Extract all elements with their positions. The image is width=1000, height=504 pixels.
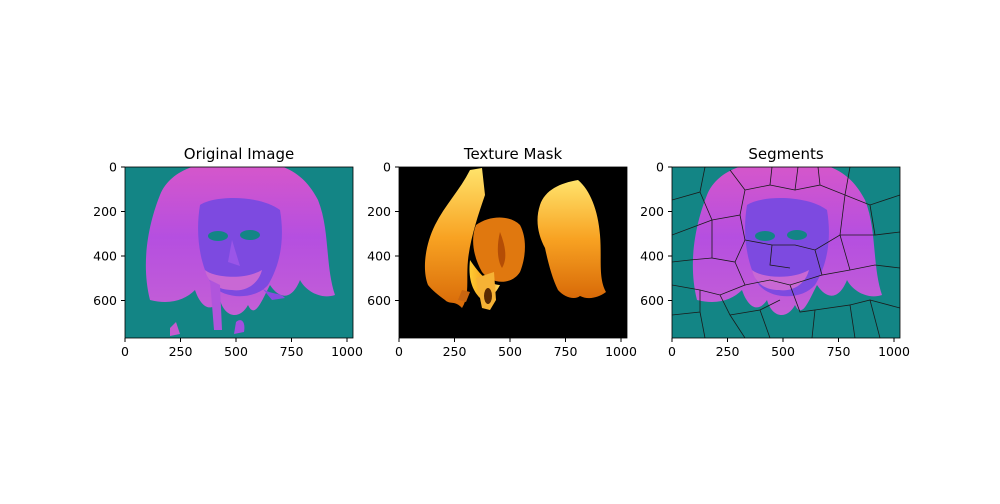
y-tick-label: 600 xyxy=(640,293,664,308)
segments-image xyxy=(672,167,900,338)
x-tick-label: 250 xyxy=(716,344,740,359)
y-tick-label: 0 xyxy=(383,160,391,175)
x-tick-label: 500 xyxy=(771,344,795,359)
x-axis-original: 0 250 500 750 1000 xyxy=(121,338,363,359)
y-tick-label: 600 xyxy=(367,293,391,308)
panel-title-segments: Segments xyxy=(748,145,824,163)
panel-title-mask: Texture Mask xyxy=(463,145,563,163)
x-tick-label: 500 xyxy=(224,344,248,359)
x-tick-label: 0 xyxy=(395,344,403,359)
x-tick-label: 750 xyxy=(554,344,578,359)
panel-mask: Texture Mask 0 250 500 750 xyxy=(367,145,637,359)
panel-title-original: Original Image xyxy=(184,145,294,163)
y-tick-label: 400 xyxy=(640,249,664,264)
x-tick-label: 750 xyxy=(280,344,304,359)
y-axis-segments: 0 200 400 600 xyxy=(640,160,672,308)
y-tick-label: 0 xyxy=(109,160,117,175)
y-tick-label: 0 xyxy=(656,160,664,175)
y-tick-label: 200 xyxy=(93,204,117,219)
x-tick-label: 1000 xyxy=(878,344,910,359)
x-tick-label: 0 xyxy=(121,344,129,359)
y-tick-label: 400 xyxy=(367,249,391,264)
original-image xyxy=(125,167,353,338)
x-tick-label: 750 xyxy=(827,344,851,359)
x-axis-mask: 0 250 500 750 1000 xyxy=(395,338,637,359)
panel-segments: Segments xyxy=(640,145,910,359)
x-tick-label: 500 xyxy=(498,344,522,359)
panel-original: Original Image 0 250 xyxy=(93,145,363,359)
y-tick-label: 200 xyxy=(367,204,391,219)
x-axis-segments: 0 250 500 750 1000 xyxy=(668,338,910,359)
y-tick-label: 400 xyxy=(93,249,117,264)
y-axis-mask: 0 200 400 600 xyxy=(367,160,399,308)
mask-image xyxy=(399,167,627,338)
x-tick-label: 250 xyxy=(169,344,193,359)
x-tick-label: 0 xyxy=(668,344,676,359)
x-tick-label: 1000 xyxy=(331,344,363,359)
y-axis-original: 0 200 400 600 xyxy=(93,160,125,308)
y-tick-label: 200 xyxy=(640,204,664,219)
x-tick-label: 1000 xyxy=(605,344,637,359)
y-tick-label: 600 xyxy=(93,293,117,308)
x-tick-label: 250 xyxy=(443,344,467,359)
